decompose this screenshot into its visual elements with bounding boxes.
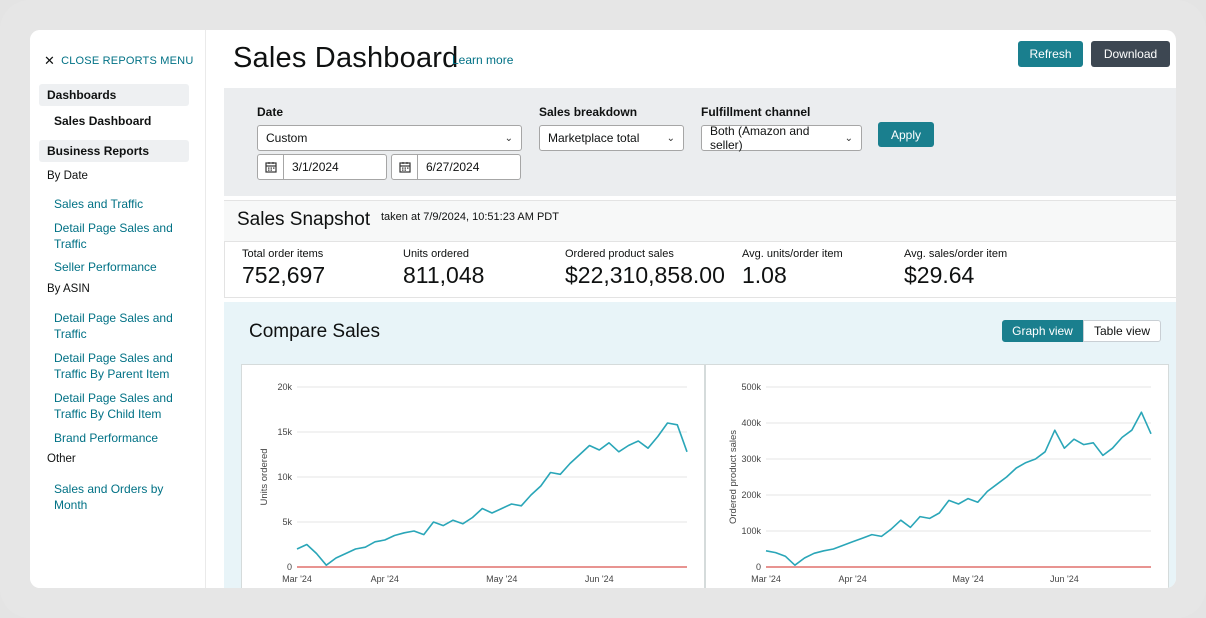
y-tick-label: 10k	[277, 472, 292, 482]
filter-bar: Date Custom ⌄ 3/1/2024 6/27/2024 Sales b…	[224, 88, 1176, 196]
sidebar-item-asin-detail-page[interactable]: Detail Page Sales and Traffic	[54, 311, 173, 341]
sales-breakdown-label: Sales breakdown	[539, 105, 638, 119]
y-axis-label: Units ordered	[259, 448, 270, 505]
date-label: Date	[257, 105, 284, 119]
graph-view-toggle[interactable]: Graph view	[1002, 320, 1083, 342]
metric-label: Total order items	[242, 248, 324, 260]
metric-ordered-product-sales: Ordered product sales $22,310,858.00	[565, 248, 725, 289]
x-tick-label: Mar '24	[282, 574, 312, 584]
end-date-field[interactable]: 6/27/2024	[391, 154, 521, 180]
sidebar-item-sales-dashboard[interactable]: Sales Dashboard	[54, 114, 152, 128]
y-tick-label: 20k	[277, 382, 292, 392]
sidebar-item-seller-performance[interactable]: Seller Performance	[54, 260, 157, 274]
ordered-product-sales-chart-svg: 0 100k 200k 300k 400k 500k Mar '24 Apr '24 May '…	[728, 382, 1152, 584]
metric-total-order-items: Total order items 752,697	[242, 248, 325, 289]
x-tick-label: Apr '24	[371, 574, 399, 584]
x-tick-label: Jun '24	[1050, 574, 1079, 584]
metric-avg-units-per-order-item: Avg. units/order item 1.08	[742, 248, 843, 289]
start-date-field[interactable]: 3/1/2024	[257, 154, 387, 180]
y-tick-label: 100k	[741, 526, 761, 536]
apply-button[interactable]: Apply	[878, 122, 934, 147]
sales-snapshot-title: Sales Snapshot	[237, 209, 371, 230]
sales-series-line	[296, 422, 688, 566]
fulfillment-channel-value: Both (Amazon and seller)	[710, 124, 810, 152]
main-content: Sales Dashboard Learn more Refresh Downl…	[206, 30, 1176, 588]
sidebar-group-by-date: By Date	[47, 170, 88, 182]
x-tick-label: Jun '24	[585, 574, 614, 584]
refresh-button[interactable]: Refresh	[1018, 41, 1083, 67]
chevron-down-icon: ⌄	[666, 132, 675, 144]
compare-sales-title: Compare Sales	[249, 321, 380, 342]
y-tick-label: 0	[287, 562, 292, 572]
metric-label: Units ordered	[403, 248, 470, 260]
sidebar-item-brand-performance[interactable]: Brand Performance	[54, 431, 159, 445]
y-tick-label: 500k	[741, 382, 761, 392]
x-tick-label: May '24	[953, 574, 984, 584]
sales-breakdown-select[interactable]: Marketplace total ⌄	[539, 125, 684, 151]
compare-sales-panel: Compare Sales Graph view Table view 0 5k 1…	[224, 302, 1176, 588]
snapshot-timestamp: taken at 7/9/2024, 10:51:23 AM PDT	[381, 211, 559, 223]
metric-label: Avg. units/order item	[742, 248, 843, 260]
metric-units-ordered: Units ordered 811,048	[403, 248, 484, 289]
sidebar-item-sales-orders-by-month[interactable]: Sales and Orders by Month	[54, 482, 164, 512]
close-reports-menu-label: CLOSE REPORTS MENU	[61, 55, 194, 67]
chevron-down-icon: ⌄	[504, 132, 513, 144]
date-range-select[interactable]: Custom ⌄	[257, 125, 522, 151]
units-ordered-chart-svg: 0 5k 10k 15k 20k Mar '24 Apr '24 May '24 Jun '24…	[259, 382, 688, 584]
sidebar-item-sales-and-traffic[interactable]: Sales and Traffic	[54, 197, 144, 211]
fulfillment-channel-label: Fulfillment channel	[701, 105, 811, 119]
close-reports-menu-button[interactable]: ✕ CLOSE REPORTS MENU	[44, 53, 193, 69]
chevron-down-icon: ⌄	[844, 132, 853, 144]
metric-value: $29.64	[904, 262, 975, 288]
sidebar-section-dashboards: Dashboards	[39, 84, 189, 106]
sidebar-group-other: Other	[47, 453, 76, 465]
y-tick-label: 300k	[741, 454, 761, 464]
sidebar-section-business-reports: Business Reports	[39, 140, 189, 162]
y-tick-label: 15k	[277, 427, 292, 437]
metric-avg-sales-per-order-item: Avg. sales/order item $29.64	[904, 248, 1007, 289]
sales-breakdown-value: Marketplace total	[548, 131, 640, 145]
start-date-value: 3/1/2024	[292, 160, 339, 174]
y-axis-label: Ordered product sales	[728, 430, 739, 524]
x-tick-label: Mar '24	[751, 574, 781, 584]
sidebar-item-asin-parent-item[interactable]: Detail Page Sales and Traffic By Parent …	[54, 351, 173, 381]
reports-sidebar: ✕ CLOSE REPORTS MENU Dashboards Sales Da…	[30, 30, 206, 588]
table-view-toggle[interactable]: Table view	[1083, 320, 1161, 342]
metric-label: Avg. sales/order item	[904, 248, 1008, 260]
sales-series-line	[765, 411, 1152, 566]
learn-more-link[interactable]: Learn more	[452, 53, 514, 67]
metric-value: $22,310,858.00	[565, 262, 725, 288]
sidebar-item-detail-page-sales-traffic[interactable]: Detail Page Sales and Traffic	[54, 221, 173, 251]
end-date-value: 6/27/2024	[426, 160, 480, 174]
sidebar-group-by-asin: By ASIN	[47, 283, 90, 295]
x-tick-label: May '24	[486, 574, 517, 584]
page-title: Sales Dashboard	[233, 42, 459, 74]
units-ordered-chart: 0 5k 10k 15k 20k Mar '24 Apr '24 May '24 Jun '24…	[241, 364, 705, 588]
sidebar-item-asin-child-item[interactable]: Detail Page Sales and Traffic By Child I…	[54, 391, 173, 421]
metric-value: 752,697	[242, 262, 326, 288]
y-tick-label: 5k	[282, 517, 292, 527]
close-icon: ✕	[44, 53, 56, 68]
sales-snapshot-header: Sales Snapshot taken at 7/9/2024, 10:51:…	[224, 200, 1176, 242]
fulfillment-channel-select[interactable]: Both (Amazon and seller) ⌄	[701, 124, 862, 152]
y-tick-label: 0	[756, 562, 761, 572]
y-tick-label: 200k	[741, 490, 761, 500]
ordered-product-sales-chart: 0 100k 200k 300k 400k 500k Mar '24 Apr '24 May '…	[705, 364, 1169, 588]
calendar-icon[interactable]	[258, 155, 284, 179]
metric-value: 811,048	[403, 262, 485, 288]
calendar-icon[interactable]	[392, 155, 418, 179]
metric-value: 1.08	[742, 262, 787, 288]
y-tick-label: 400k	[741, 418, 761, 428]
date-range-value: Custom	[266, 131, 308, 145]
app-window: ✕ CLOSE REPORTS MENU Dashboards Sales Da…	[30, 30, 1176, 588]
metric-label: Ordered product sales	[565, 248, 674, 260]
download-button[interactable]: Download	[1091, 41, 1170, 67]
x-tick-label: Apr '24	[839, 574, 867, 584]
snapshot-metrics: Total order items 752,697 Units ordered …	[224, 242, 1176, 298]
